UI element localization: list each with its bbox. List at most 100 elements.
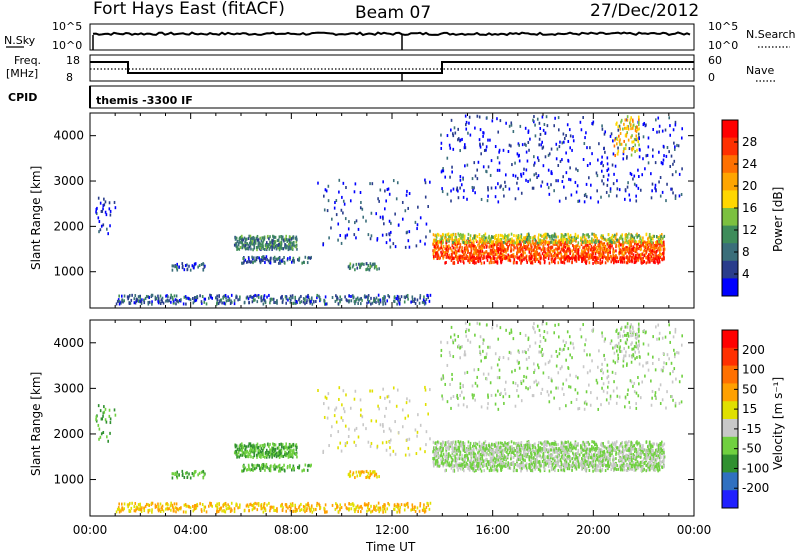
power-echo-cell [336,296,338,299]
power-echo-cell [651,196,653,199]
power-echo-cell [452,134,454,137]
power-echo-cell [502,188,504,191]
power-echo-cell [363,263,365,266]
power-echo-cell [615,244,617,247]
power-echo-cell [454,247,456,250]
power-echo-cell [256,300,258,303]
velocity-echo-cell [176,502,178,505]
power-echo-cell [463,196,465,199]
power-echo-cell [528,241,530,244]
power-echo-cell [442,236,444,239]
velocity-echo-cell [253,503,255,506]
power-echo-cell [651,249,653,252]
power-echo-cell [509,256,511,259]
power-echo-cell [252,300,254,303]
velocity-echo-cell [269,448,271,451]
power-echo-cell [487,253,489,256]
power-echo-cell [674,145,676,148]
velocity-echo-cell [338,510,340,513]
velocity-echo-cell [399,506,401,509]
velocity-echo-cell [273,509,275,512]
power-echo-cell [516,241,518,244]
power-echo-cell [521,253,523,256]
velocity-echo-cell [266,449,268,452]
power-echo-cell [607,184,609,187]
velocity-echo-cell [239,506,241,509]
velocity-echo-cell [311,511,313,514]
power-echo-cell [441,187,443,190]
power-echo-cell [596,250,598,253]
power-echo-cell [537,236,539,239]
velocity-echo-cell [288,456,290,459]
velocity-echo-cell [260,454,262,457]
power-echo-cell [635,199,637,202]
power-echo-cell [276,247,278,250]
power-echo-cell [489,261,491,264]
power-echo-cell [601,252,603,255]
velocity-echo-cell [374,474,376,477]
power-echo-cell [568,178,570,181]
power-echo-cell [627,250,629,253]
power-echo-cell [546,248,548,251]
velocity-echo-cell [372,471,374,474]
power-echo-cell [614,139,616,142]
power-echo-cell [596,246,598,249]
velocity-echo-cell [253,464,255,467]
power-echo-cell [675,121,677,124]
power-echo-cell [585,255,587,258]
power-echo-cell [437,233,439,236]
power-echo-cell [121,295,123,298]
velocity-echo-cell [323,507,325,510]
velocity-echo-cell [266,463,268,466]
power-echo-cell [559,141,561,144]
velocity-echo-cell [159,508,161,511]
power-echo-cell [467,237,469,240]
power-echo-cell [456,187,458,190]
power-echo-cell [357,302,359,305]
velocity-echo-cell [230,507,232,510]
velocity-echo-cell [148,503,150,506]
power-echo-cell [100,228,102,231]
power-echo-cell [675,123,677,126]
velocity-echo-cell [294,504,296,507]
power-echo-cell [469,237,471,240]
velocity-echo-cell [301,469,303,472]
power-echo-cell [252,261,254,264]
power-echo-cell [486,170,488,173]
power-echo-cell [465,115,467,118]
power-echo-cell [544,123,546,126]
power-echo-cell [569,166,571,169]
velocity-echo-cell [252,469,254,472]
power-echo-cell [485,250,487,253]
power-echo-cell [378,200,380,203]
power-echo-cell [497,169,499,172]
power-echo-cell [378,267,380,270]
velocity-echo-cell [183,510,185,513]
power-echo-cell [629,254,631,257]
velocity-echo-cell [367,472,369,475]
power-echo-cell [620,260,622,263]
power-echo-cell [254,294,256,297]
velocity-echo-cell [181,470,183,473]
power-echo-cell [261,256,263,259]
power-echo-cell [374,266,376,269]
power-echo-cell [278,239,280,242]
power-echo-cell [231,294,233,297]
power-echo-cell [396,303,398,306]
power-echo-cell [563,235,565,238]
power-echo-cell [361,299,363,302]
freq-label: Freq. [14,54,41,67]
power-echo-cell [643,260,645,263]
power-echo-cell [202,269,204,272]
velocity-echo-cell [253,454,255,457]
power-echo-cell [256,246,258,249]
power-echo-cell [101,210,103,213]
power-echo-cell [622,241,624,244]
power-echo-cell [338,302,340,305]
velocity-echo-cell [404,503,406,506]
power-echo-cell [522,254,524,257]
velocity-echo-cell [157,503,159,506]
power-echo-cell [258,296,260,299]
power-echo-cell [621,237,623,240]
